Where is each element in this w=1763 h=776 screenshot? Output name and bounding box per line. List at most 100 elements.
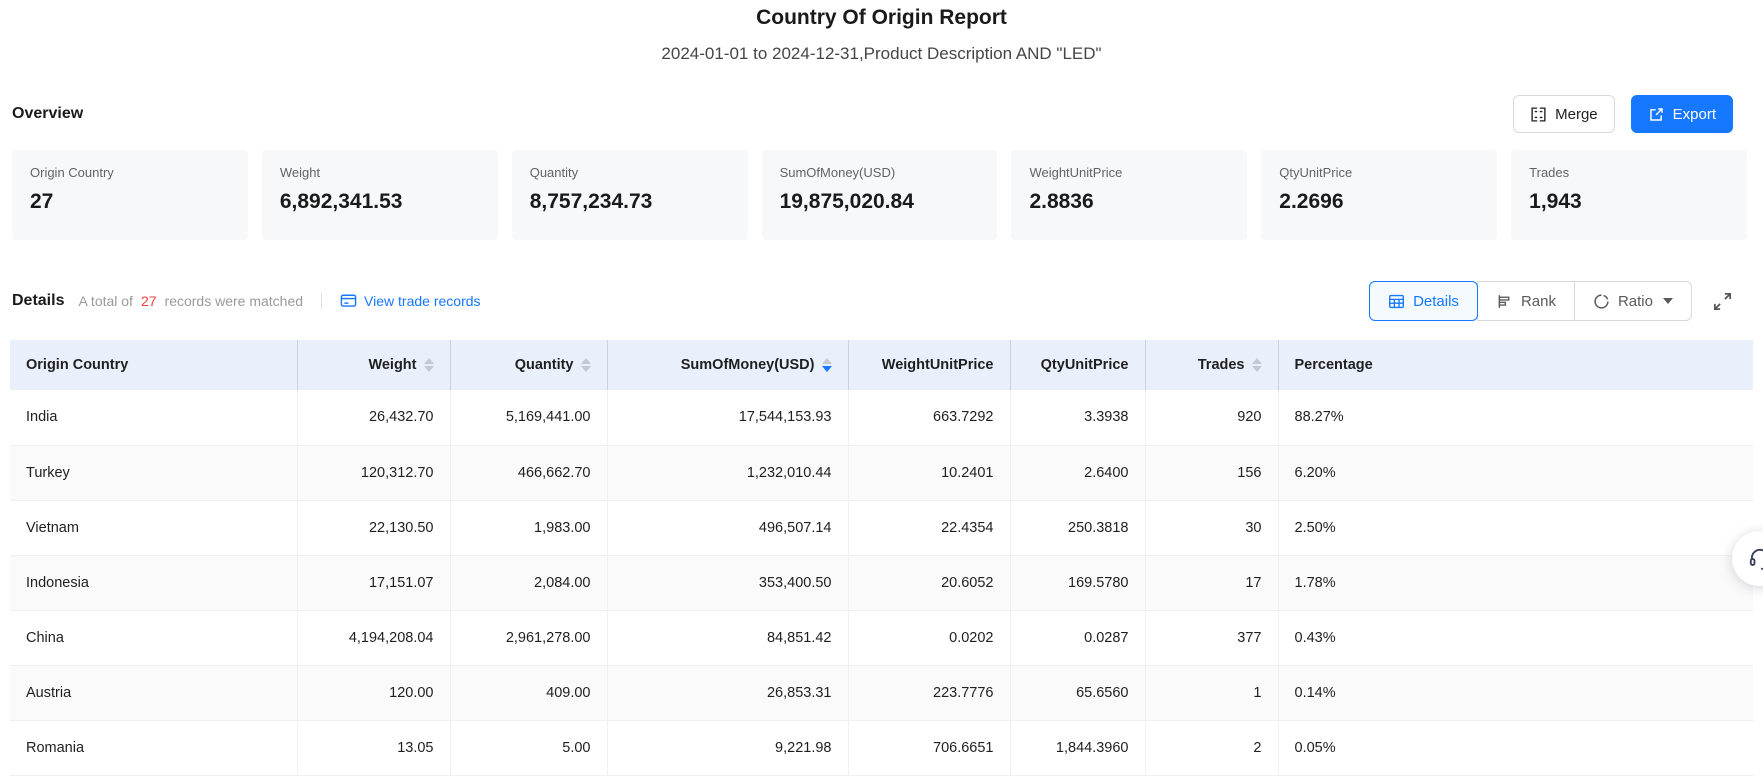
table-row-vietnam[interactable]: Vietnam 22,130.50 1,983.00 496,507.14 22.435… xyxy=(10,500,1753,556)
cell-sumofmoney-usd-: 17,544,153.93 xyxy=(607,390,849,446)
cell-weightunitprice: 0.0202 xyxy=(848,610,1011,666)
tab-label: Ratio xyxy=(1617,292,1653,310)
cell-weight: 17,151.07 xyxy=(297,555,451,611)
cell-weightunitprice: 223.7776 xyxy=(848,665,1011,721)
column-label: Weight xyxy=(368,357,417,373)
card-value: 27 xyxy=(30,190,54,213)
cell-weightunitprice: 20.6052 xyxy=(848,555,1011,611)
card-label: Quantity xyxy=(529,165,579,180)
cell-trades: 920 xyxy=(1145,390,1279,446)
table-header-row: Origin Country Weight Quantity SumOfMoney(U… xyxy=(10,340,1753,390)
cell-origin-country: Romania xyxy=(10,720,298,776)
cell-weight: 13.05 xyxy=(297,720,451,776)
tab-ratio[interactable]: Ratio xyxy=(1573,281,1692,321)
overview-card-quantity: Quantity 8,757,234.73 xyxy=(511,150,748,240)
column-header-weight[interactable]: Weight xyxy=(297,340,451,390)
summary-prefix: A total of xyxy=(78,293,133,309)
merge-button-label: Merge xyxy=(1555,105,1598,123)
tab-details[interactable]: Details xyxy=(1369,281,1478,321)
cell-trades: 17 xyxy=(1145,555,1279,611)
origin-country-table: Origin Country Weight Quantity SumOfMoney(U… xyxy=(10,340,1753,776)
cell-weightunitprice: 10.2401 xyxy=(848,445,1011,501)
table-row-romania[interactable]: Romania 13.05 5.00 9,221.98 706.6651 1,844.39… xyxy=(10,720,1753,776)
cell-trades: 2 xyxy=(1145,720,1279,776)
cell-sumofmoney-usd-: 353,400.50 xyxy=(607,555,849,611)
merge-cells-icon xyxy=(1530,106,1547,123)
cell-quantity: 409.00 xyxy=(450,665,608,721)
cell-quantity: 466,662.70 xyxy=(450,445,608,501)
cell-weightunitprice: 663.7292 xyxy=(848,390,1011,446)
overview-card-origin-country: Origin Country 27 xyxy=(12,150,248,240)
card-label: WeightUnitPrice xyxy=(1029,165,1123,180)
table-row-turkey[interactable]: Turkey 120,312.70 466,662.70 1,232,010.44 10… xyxy=(10,445,1753,501)
sort-carets-icon[interactable] xyxy=(1251,358,1262,372)
cell-sumofmoney-usd-: 1,232,010.44 xyxy=(607,445,849,501)
column-header-sumofmoney-usd-[interactable]: SumOfMoney(USD) xyxy=(607,340,849,390)
card-label: Trades xyxy=(1529,165,1570,180)
page-title: Country Of Origin Report xyxy=(756,6,1007,29)
view-trade-records-link[interactable]: View trade records xyxy=(340,293,481,309)
column-label: WeightUnitPrice xyxy=(881,357,994,373)
cell-quantity: 5,169,441.00 xyxy=(450,390,608,446)
overview-card-sumofmoney-usd-: SumOfMoney(USD) 19,875,020.84 xyxy=(761,150,998,240)
sort-carets-icon[interactable] xyxy=(423,358,434,372)
column-header-weightunitprice: WeightUnitPrice xyxy=(848,340,1011,390)
overview-heading: Overview xyxy=(12,105,84,122)
cell-trades: 1 xyxy=(1145,665,1279,721)
overview-card-trades: Trades 1,943 xyxy=(1511,150,1748,240)
column-header-percentage: Percentage xyxy=(1278,340,1753,390)
table-row-indonesia[interactable]: Indonesia 17,151.07 2,084.00 353,400.50 20.6… xyxy=(10,555,1753,611)
sort-carets-icon[interactable] xyxy=(580,358,591,372)
column-label: Origin Country xyxy=(26,357,129,373)
cell-origin-country: Turkey xyxy=(10,445,298,501)
cell-qtyunitprice: 2.6400 xyxy=(1010,445,1146,501)
column-label: Percentage xyxy=(1294,357,1373,373)
cell-sumofmoney-usd-: 26,853.31 xyxy=(607,665,849,721)
tab-rank[interactable]: Rank xyxy=(1476,281,1575,321)
column-label: QtyUnitPrice xyxy=(1040,357,1129,373)
table-row-india[interactable]: India 26,432.70 5,169,441.00 17,544,153.93 6… xyxy=(10,390,1753,446)
tab-label: Rank xyxy=(1520,292,1556,310)
column-label: SumOfMoney(USD) xyxy=(680,357,815,373)
export-icon xyxy=(1648,106,1665,123)
card-label: QtyUnitPrice xyxy=(1279,165,1353,180)
card-label: Origin Country xyxy=(30,165,114,180)
cell-quantity: 5.00 xyxy=(450,720,608,776)
card-value: 6,892,341.53 xyxy=(279,190,403,213)
cell-qtyunitprice: 65.6560 xyxy=(1010,665,1146,721)
cell-trades: 377 xyxy=(1145,610,1279,666)
export-button[interactable]: Export xyxy=(1630,95,1733,133)
merge-button[interactable]: Merge xyxy=(1513,95,1615,133)
cell-trades: 156 xyxy=(1145,445,1279,501)
cell-sumofmoney-usd-: 9,221.98 xyxy=(607,720,849,776)
details-heading: Details xyxy=(12,292,65,309)
cell-weightunitprice: 22.4354 xyxy=(848,500,1011,556)
chevron-down-icon xyxy=(1663,298,1673,304)
cell-weight: 120.00 xyxy=(297,665,451,721)
sort-carets-icon[interactable] xyxy=(821,358,832,372)
card-value: 1,943 xyxy=(1529,190,1582,213)
cell-percentage: 0.05% xyxy=(1278,720,1753,776)
overview-actions: Merge Export xyxy=(1513,95,1733,133)
column-header-trades[interactable]: Trades xyxy=(1145,340,1279,390)
report-filter-subtitle: 2024-01-01 to 2024-12-31,Product Descrip… xyxy=(661,44,1102,63)
column-header-quantity[interactable]: Quantity xyxy=(450,340,608,390)
cell-sumofmoney-usd-: 84,851.42 xyxy=(607,610,849,666)
overview-cards: Origin Country 27 Weight 6,892,341.53 Quanti… xyxy=(12,150,1748,240)
details-toolbar: Details A total of 27 records were match… xyxy=(12,280,1733,322)
cell-quantity: 2,084.00 xyxy=(450,555,608,611)
matched-record-count: 27 xyxy=(140,293,157,309)
card-value: 19,875,020.84 xyxy=(779,190,914,213)
vertical-divider xyxy=(321,293,323,309)
table-row-china[interactable]: China 4,194,208.04 2,961,278.00 84,851.42 0.… xyxy=(10,610,1753,666)
cell-percentage: 88.27% xyxy=(1278,390,1753,446)
card-label: SumOfMoney(USD) xyxy=(779,165,896,180)
column-header-origin-country: Origin Country xyxy=(10,340,298,390)
column-header-qtyunitprice: QtyUnitPrice xyxy=(1010,340,1146,390)
fullscreen-button[interactable] xyxy=(1712,291,1733,312)
cell-weight: 22,130.50 xyxy=(297,500,451,556)
cell-percentage: 0.14% xyxy=(1278,665,1753,721)
table-row-austria[interactable]: Austria 120.00 409.00 26,853.31 223.7776 65.6… xyxy=(10,665,1753,721)
cell-weight: 4,194,208.04 xyxy=(297,610,451,666)
cell-percentage: 2.50% xyxy=(1278,500,1753,556)
